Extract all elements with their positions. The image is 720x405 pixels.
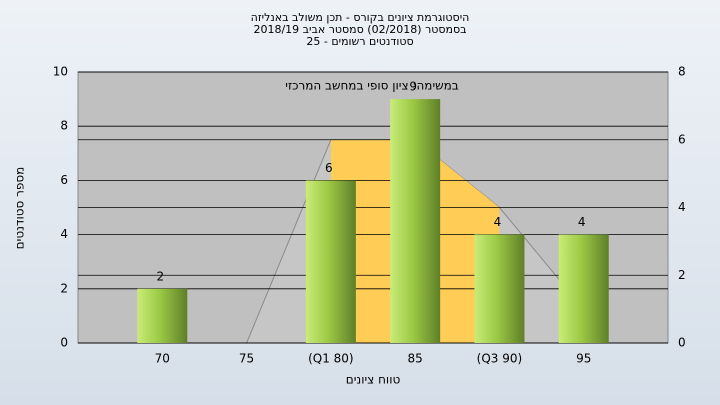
- data-label: 4: [578, 215, 586, 229]
- y-tick-label: 8: [60, 119, 68, 133]
- x-tick-label: (Q3 90): [477, 352, 523, 366]
- y2-tick-label: 8: [678, 65, 686, 79]
- y-tick-label: 2: [60, 281, 68, 295]
- x-tick-label: 70: [155, 352, 170, 366]
- y2-tick-label: 4: [678, 200, 686, 214]
- chart-title: סטודנטים רשומים - 25: [306, 35, 413, 48]
- x-tick-label: 75: [239, 352, 254, 366]
- chart-title: בסמסטר (02/2018) סמסטר אביב 2018/19: [253, 23, 466, 36]
- bar: [390, 99, 441, 343]
- chart-title: היסטוגרמת ציונים בקורס - תכן משולב באנלי…: [251, 11, 470, 24]
- x-tick-label: (Q1 80): [308, 352, 354, 366]
- y2-tick-label: 6: [678, 132, 686, 146]
- data-label: 6: [325, 161, 333, 175]
- bar: [305, 180, 356, 343]
- data-label: 4: [494, 215, 502, 229]
- data-label: 9: [409, 80, 417, 94]
- bar: [558, 234, 609, 343]
- y-tick-label: 0: [60, 336, 68, 350]
- y2-tick-label: 0: [678, 336, 686, 350]
- x-tick-label: 95: [576, 352, 591, 366]
- bar: [137, 288, 188, 343]
- x-tick-label: 85: [408, 352, 423, 366]
- y-axis-label: מספר סטודנטים: [13, 167, 27, 250]
- bar: [474, 234, 525, 343]
- data-label: 2: [156, 269, 164, 283]
- x-axis-label: טווח ציונים: [346, 373, 401, 387]
- y-tick-label: 10: [53, 65, 68, 79]
- annotation: במשימה: ציון סופי במחשב המרכזי: [285, 79, 459, 93]
- y-tick-label: 4: [60, 227, 68, 241]
- y-tick-label: 6: [60, 173, 68, 187]
- y2-tick-label: 2: [678, 268, 686, 282]
